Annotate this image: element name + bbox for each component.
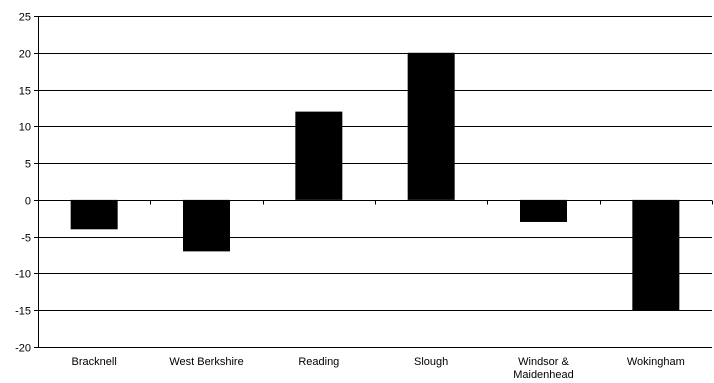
y-tick-label: 25 (19, 12, 31, 24)
gridlines (38, 16, 712, 348)
x-tick-label: Slough (414, 356, 448, 368)
y-tick-label: 0 (25, 196, 31, 208)
bar (520, 199, 567, 222)
bar (70, 199, 118, 230)
y-tick-label: -5 (21, 233, 31, 245)
x-tick-labels: Bracknell West Berkshire Reading Slough Wind… (72, 356, 685, 381)
y-tick-label: 15 (19, 86, 31, 98)
y-tick-label: -15 (15, 306, 31, 318)
bar (183, 199, 230, 252)
bar (407, 52, 455, 200)
y-tick-labels: -20 -15 -10 -5 0 5 10 15 20 25 (15, 12, 31, 355)
y-tick-label: 10 (19, 122, 31, 134)
x-tick-label: West Berkshire (169, 356, 243, 368)
y-tick-label: -20 (15, 343, 31, 355)
x-tick-label: Windsor & Maidenhead (513, 356, 574, 381)
axes (34, 16, 713, 348)
bar (295, 111, 343, 200)
x-tick-label: Wokingham (627, 356, 685, 368)
y-tick-label: 5 (25, 159, 31, 171)
bars (70, 52, 680, 311)
y-tick-label: 20 (19, 49, 31, 61)
x-tick-label: Reading (298, 356, 339, 368)
y-tick-label: -10 (15, 269, 31, 281)
x-tick-label: Bracknell (72, 356, 117, 368)
bar (632, 199, 680, 311)
